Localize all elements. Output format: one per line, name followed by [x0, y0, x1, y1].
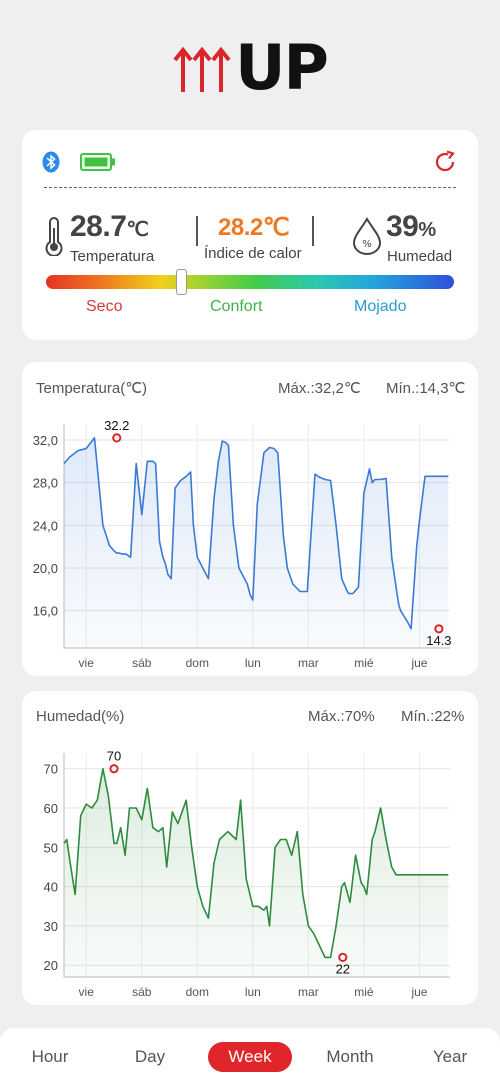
period-tab-bar: Hour Day Week Month Year	[0, 1028, 500, 1084]
humidity-chart[interactable]: vie sáb dom lun mar mié jue 70 60 50 40 30 20 70 22	[22, 691, 478, 1005]
hum-chart-y-tick: 60	[44, 801, 58, 816]
temp-chart-x-tick: mar	[298, 656, 319, 670]
temp-chart-y-tick: 32,0	[33, 433, 58, 448]
temp-chart-y-tick: 28,0	[33, 476, 58, 491]
humidity-max-label: Máx.:70%	[308, 708, 375, 725]
tab-year[interactable]: Year	[432, 1047, 468, 1066]
logo-text: UP	[235, 31, 329, 104]
temp-chart-y-tick: 20,0	[33, 561, 58, 576]
humidity-chart-card: Humedad(%) Máx.:70% Mín.:22% vie sáb dom lu…	[22, 691, 478, 1005]
bluetooth-icon[interactable]	[42, 151, 60, 178]
hum-chart-min-label: 22	[336, 961, 350, 976]
temperature-chart-title: Temperatura(℃)	[36, 380, 148, 397]
svg-text:%: %	[362, 239, 372, 250]
comfort-indicator	[175, 269, 187, 295]
hum-chart-y-tick: 20	[44, 958, 58, 973]
separator	[196, 216, 198, 246]
hum-chart-min-marker	[338, 952, 348, 962]
separator	[312, 216, 314, 246]
temp-chart-y-tick: 16,0	[33, 604, 58, 619]
zone-comfort-label: Confort	[210, 298, 263, 315]
temperature-chart[interactable]: vie sáb dom lun mar mié jue 32,0 28,0 24,0 20,0 16,…	[22, 362, 478, 676]
hum-chart-area	[64, 768, 449, 977]
humidity-label: Humedad	[387, 248, 453, 265]
zone-wet-label: Mojado	[354, 298, 407, 315]
temp-chart-min-marker	[434, 624, 444, 634]
temp-chart-line	[63, 437, 449, 630]
comfort-gradient-bar	[46, 275, 454, 289]
app-logo: UP	[0, 36, 500, 100]
humidity-chart-title: Humedad(%)	[36, 708, 125, 725]
temp-chart-x-tick: sáb	[132, 656, 152, 670]
temp-chart-x-tick: mié	[354, 656, 374, 670]
temp-chart-x-tick: jue	[410, 656, 427, 670]
hum-chart-y-tick: 50	[44, 840, 58, 855]
water-drop-icon: %	[352, 217, 382, 260]
current-readings-card: 28.7℃ Temperatura 28.2℃ Índice de calor …	[22, 130, 478, 340]
hum-chart-x-tick: sáb	[132, 985, 152, 999]
temp-chart-x-tick: vie	[79, 656, 95, 670]
hum-chart-x-tick: dom	[186, 985, 209, 999]
tab-day[interactable]: Day	[134, 1047, 166, 1066]
hum-chart-max-label: 70	[107, 749, 121, 764]
hum-chart-x-tick: mar	[298, 985, 319, 999]
hum-chart-x-tick: jue	[410, 985, 427, 999]
humidity-min-label: Mín.:22%	[401, 708, 465, 725]
refresh-icon[interactable]	[433, 150, 457, 179]
temp-chart-max-marker	[112, 433, 122, 443]
hum-chart-line	[63, 767, 449, 959]
divider	[44, 187, 456, 188]
heat-index-label: Índice de calor	[204, 245, 302, 262]
tab-hour[interactable]: Hour	[31, 1047, 69, 1066]
hum-chart-x-tick: mié	[354, 985, 374, 999]
triple-arrow-logo-icon	[173, 46, 231, 92]
tab-week[interactable]: Week	[208, 1042, 292, 1072]
temperature-unit: ℃	[126, 219, 149, 241]
temp-chart-y-tick: 24,0	[33, 518, 58, 533]
humidity-value: 39	[386, 210, 419, 243]
battery-icon	[80, 153, 116, 176]
thermometer-icon	[44, 216, 64, 261]
humidity-reading: 39%	[386, 210, 436, 244]
tab-month[interactable]: Month	[326, 1047, 374, 1066]
hum-chart-y-tick: 40	[44, 880, 58, 895]
temperature-value: 28.7	[70, 210, 127, 243]
temperature-chart-card: Temperatura(℃) Máx.:32,2℃ Mín.:14,3℃ vie…	[22, 362, 478, 676]
temp-chart-x-tick: dom	[186, 656, 209, 670]
zone-dry-label: Seco	[86, 298, 123, 315]
temp-chart-max-label: 32.2	[104, 418, 129, 433]
temperature-max-label: Máx.:32,2℃	[278, 380, 361, 397]
temperature-reading: 28.7℃	[70, 210, 149, 244]
hum-chart-y-tick: 70	[44, 762, 58, 777]
hum-chart-max-marker	[109, 764, 119, 774]
temp-chart-x-tick: lun	[245, 656, 261, 670]
hum-chart-x-tick: lun	[245, 985, 261, 999]
hum-chart-x-tick: vie	[79, 985, 95, 999]
temp-chart-min-label: 14.3	[426, 633, 451, 648]
temperature-label: Temperatura	[70, 248, 155, 265]
humidity-unit: %	[418, 219, 437, 241]
temperature-min-label: Mín.:14,3℃	[386, 380, 466, 397]
heat-index-value: 28.2℃	[218, 214, 290, 241]
hum-chart-y-tick: 30	[44, 919, 58, 934]
